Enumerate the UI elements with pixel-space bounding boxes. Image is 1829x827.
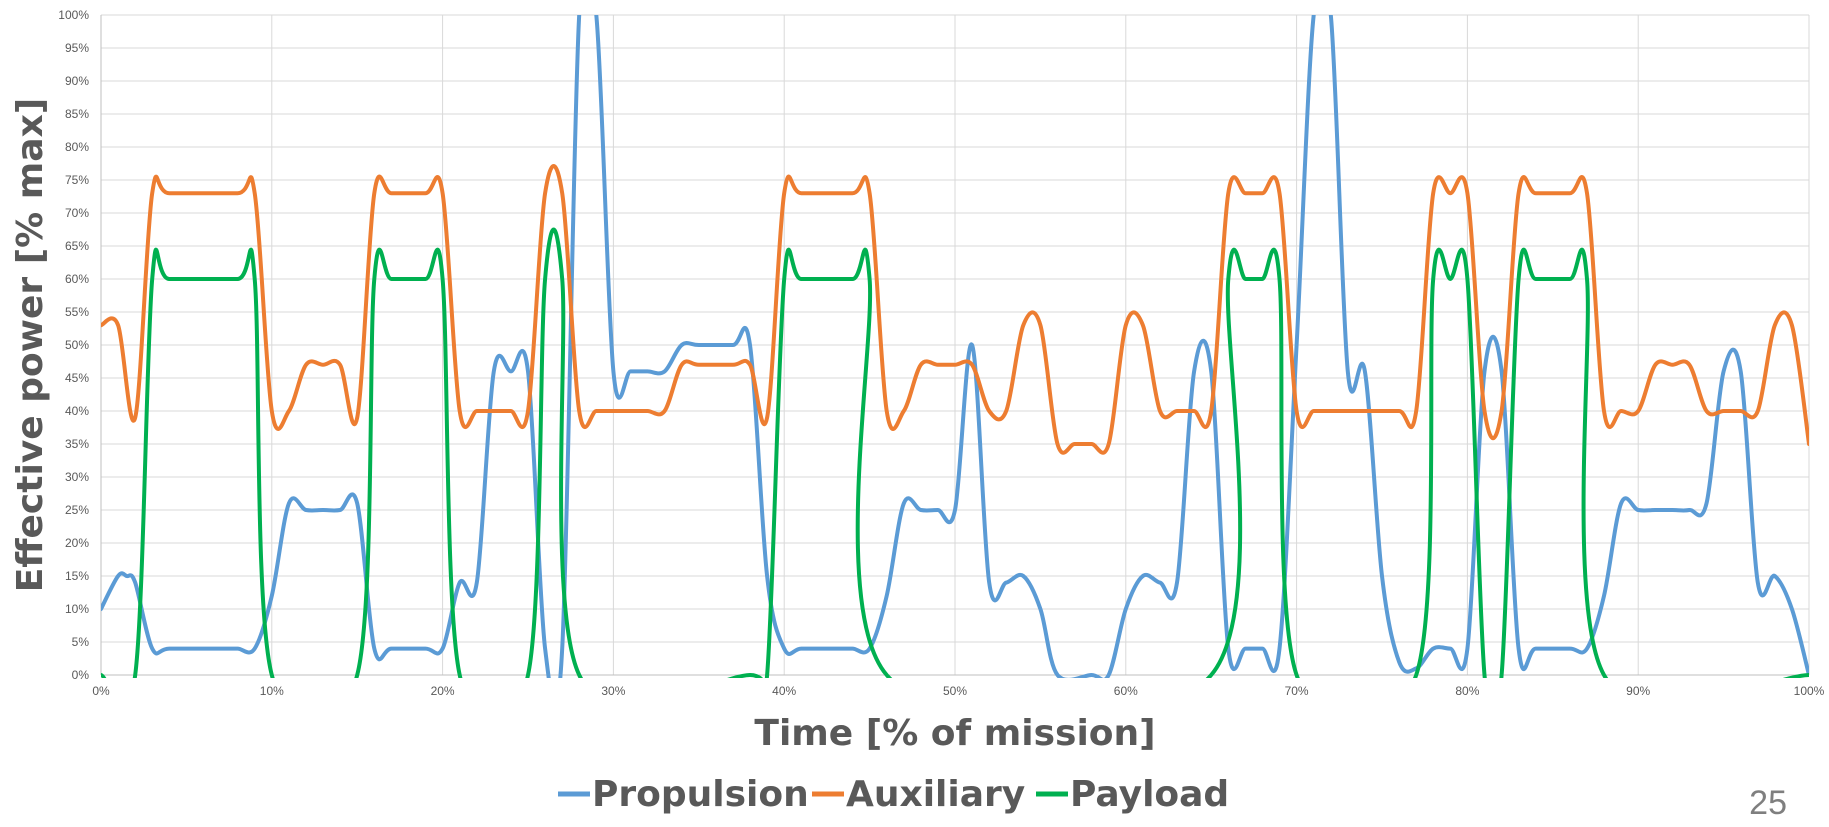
x-tick-label: 100%: [1794, 684, 1825, 698]
x-tick-label: 40%: [772, 684, 796, 698]
y-tick-label: 80%: [65, 140, 89, 154]
page-number: 25: [1749, 784, 1787, 822]
y-tick-label: 10%: [65, 602, 89, 616]
y-tick-label: 20%: [65, 536, 89, 550]
series-line-payload: [101, 227, 1809, 678]
legend: Propulsion Auxiliary Payload: [558, 774, 1229, 815]
y-tick-label: 90%: [65, 74, 89, 88]
series-line-auxiliary: [101, 164, 1809, 455]
axes: [100, 15, 1809, 676]
x-tick-label: 0%: [92, 684, 110, 698]
x-tick-labels: 0% 10% 20% 30% 40% 50% 60% 70% 80% 90% 100%: [92, 684, 1824, 698]
x-tick-label: 60%: [1114, 684, 1138, 698]
y-tick-label: 100%: [58, 8, 89, 22]
y-tick-label: 55%: [65, 305, 89, 319]
x-tick-label: 70%: [1285, 684, 1309, 698]
y-tick-label: 70%: [65, 206, 89, 220]
y-tick-label: 40%: [65, 404, 89, 418]
x-tick-label: 50%: [943, 684, 967, 698]
x-axis-title: Time [% of mission]: [754, 713, 1155, 754]
y-tick-label: 75%: [65, 173, 89, 187]
x-tick-label: 20%: [431, 684, 455, 698]
series-lines: [101, 15, 1809, 678]
y-axis-title: Effective power [% max]: [10, 98, 51, 592]
y-tick-label: 95%: [65, 41, 89, 55]
y-tick-labels: 0% 5% 10% 15% 20% 25% 30% 35% 40% 45% 50% 55% 60% 65%…: [58, 8, 89, 682]
y-tick-label: 30%: [65, 470, 89, 484]
legend-label-propulsion: Propulsion: [592, 774, 809, 815]
legend-label-payload: Payload: [1070, 774, 1229, 815]
y-tick-label: 0%: [72, 668, 90, 682]
x-tick-label: 30%: [601, 684, 625, 698]
y-tick-label: 45%: [65, 371, 89, 385]
y-tick-label: 35%: [65, 437, 89, 451]
y-tick-label: 85%: [65, 107, 89, 121]
y-tick-label: 50%: [65, 338, 89, 352]
y-tick-label: 60%: [65, 272, 89, 286]
y-tick-label: 5%: [72, 635, 90, 649]
legend-label-auxiliary: Auxiliary: [846, 774, 1025, 815]
x-tick-label: 10%: [260, 684, 284, 698]
x-tick-label: 90%: [1626, 684, 1650, 698]
gridlines: [100, 14, 1810, 676]
x-tick-label: 80%: [1455, 684, 1479, 698]
y-tick-label: 65%: [65, 239, 89, 253]
y-tick-label: 15%: [65, 569, 89, 583]
y-tick-label: 25%: [65, 503, 89, 517]
